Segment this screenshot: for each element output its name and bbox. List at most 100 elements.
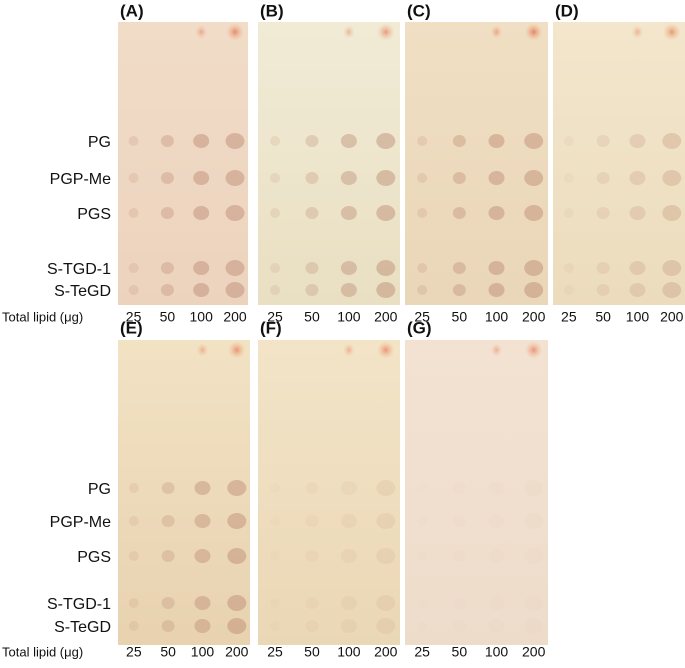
spot	[629, 206, 646, 220]
spot	[305, 482, 319, 494]
spot	[194, 596, 211, 610]
spot	[194, 481, 211, 495]
spot	[662, 170, 682, 186]
spot	[305, 620, 319, 632]
spot	[193, 171, 210, 185]
spot	[161, 620, 175, 632]
spot	[340, 481, 357, 495]
spot	[524, 205, 544, 221]
solvent-front-spot	[342, 25, 355, 39]
spot	[227, 513, 247, 529]
spot	[524, 480, 543, 496]
spot	[193, 261, 210, 275]
panel-label: (E)	[120, 318, 143, 337]
lane-label: 50	[452, 644, 468, 660]
lane-label: 25	[267, 644, 283, 660]
spot	[340, 134, 357, 148]
lipid-label: PG	[88, 134, 111, 151]
solvent-front-spot	[196, 343, 209, 357]
spot	[417, 173, 428, 183]
spot	[452, 135, 466, 147]
lane-label: 50	[160, 309, 176, 325]
spot	[128, 136, 139, 146]
lipid-label: PGS	[77, 549, 111, 566]
spot	[305, 515, 319, 527]
spot	[376, 282, 396, 298]
spot	[305, 135, 319, 147]
spot	[452, 284, 466, 296]
lane-label: 200	[660, 309, 684, 325]
spot	[376, 595, 396, 611]
spot	[340, 549, 357, 563]
spot	[417, 598, 427, 608]
spot	[376, 548, 396, 564]
lane-label: 200	[225, 644, 249, 660]
lane-label: 100	[626, 309, 650, 325]
spot	[596, 284, 610, 296]
spot	[128, 516, 139, 526]
tlc-plate	[118, 340, 250, 645]
lane-label: 50	[160, 644, 176, 660]
spot	[524, 170, 544, 186]
spot	[160, 172, 174, 184]
spot	[417, 208, 428, 218]
solvent-front-spot	[226, 23, 244, 41]
spot	[563, 136, 574, 146]
lane-label: 50	[304, 644, 320, 660]
solvent-front-spot	[524, 23, 543, 41]
spot	[128, 551, 139, 561]
spot	[270, 136, 281, 146]
spot	[305, 262, 319, 274]
tlc-plate	[405, 22, 548, 305]
panel-label: (D)	[555, 1, 579, 20]
spot	[629, 283, 646, 297]
spot	[524, 548, 543, 564]
spot	[376, 205, 396, 221]
spot	[453, 515, 466, 527]
spot	[376, 480, 396, 496]
spot	[453, 597, 466, 609]
spot	[340, 171, 357, 185]
spot	[340, 283, 357, 297]
tlc-plate	[405, 340, 548, 645]
panel-label: (C)	[407, 1, 431, 20]
spot	[270, 173, 281, 183]
solvent-front-spot	[631, 25, 644, 39]
spot	[524, 618, 543, 634]
spot	[489, 596, 505, 610]
spot	[128, 263, 139, 273]
panel-label: (B)	[260, 1, 284, 20]
tlc-plate	[258, 340, 400, 645]
lane-label: 100	[485, 644, 509, 660]
spot	[629, 134, 646, 148]
spot	[128, 621, 139, 631]
spot	[376, 170, 396, 186]
spot	[225, 205, 245, 221]
spot	[488, 171, 505, 185]
spot	[270, 263, 281, 273]
spot	[629, 261, 646, 275]
spot	[489, 514, 505, 528]
tlc-plate	[258, 22, 400, 305]
spot	[128, 285, 139, 295]
spot	[225, 133, 245, 149]
spot	[305, 597, 319, 609]
solvent-front-spot	[490, 343, 503, 357]
spot	[376, 133, 396, 149]
spot	[417, 483, 427, 493]
spot	[160, 284, 174, 296]
spot	[662, 260, 682, 276]
spot	[452, 262, 466, 274]
lane-label: 25	[126, 644, 142, 660]
spot	[270, 483, 280, 493]
spot	[128, 173, 139, 183]
spot	[193, 206, 210, 220]
spot	[376, 513, 396, 529]
lane-label: 25	[267, 309, 283, 325]
panel-label: (A)	[120, 1, 144, 20]
lipid-label: PG	[88, 481, 111, 498]
spot	[524, 595, 543, 611]
lipid-label: S-TGD-1	[47, 596, 111, 613]
spot	[270, 516, 280, 526]
spot	[453, 620, 466, 632]
